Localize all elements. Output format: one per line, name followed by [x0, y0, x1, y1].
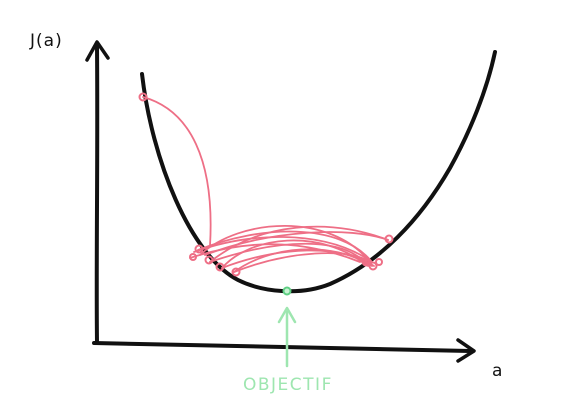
target-arrow	[279, 308, 295, 366]
y-axis-label: J(a)	[29, 31, 63, 51]
x-axis	[94, 340, 474, 361]
descent-steps	[143, 97, 388, 272]
minimum-point	[284, 288, 291, 295]
target-label: OBJECTIF	[243, 375, 333, 395]
y-axis	[87, 42, 108, 343]
step-points	[140, 94, 393, 276]
step-point	[376, 259, 382, 265]
x-axis-label: a	[492, 361, 502, 381]
